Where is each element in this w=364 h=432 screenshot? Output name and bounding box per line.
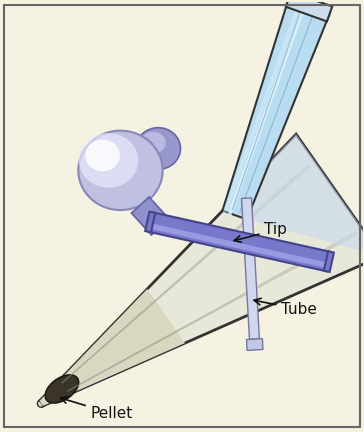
Polygon shape <box>148 212 331 271</box>
Ellipse shape <box>136 128 181 169</box>
Ellipse shape <box>85 140 120 172</box>
Polygon shape <box>145 212 155 232</box>
Ellipse shape <box>45 375 79 403</box>
Polygon shape <box>38 134 364 407</box>
Ellipse shape <box>79 133 138 188</box>
Polygon shape <box>324 251 334 272</box>
Polygon shape <box>222 134 364 256</box>
Ellipse shape <box>141 132 166 153</box>
Ellipse shape <box>78 130 163 210</box>
Polygon shape <box>131 197 169 235</box>
Text: Tip: Tip <box>234 222 287 242</box>
Polygon shape <box>242 198 260 339</box>
Polygon shape <box>222 0 329 219</box>
Polygon shape <box>38 289 185 407</box>
Text: Tube: Tube <box>254 299 317 317</box>
Text: Pellet: Pellet <box>60 397 133 421</box>
Polygon shape <box>286 0 332 22</box>
Polygon shape <box>246 339 263 350</box>
